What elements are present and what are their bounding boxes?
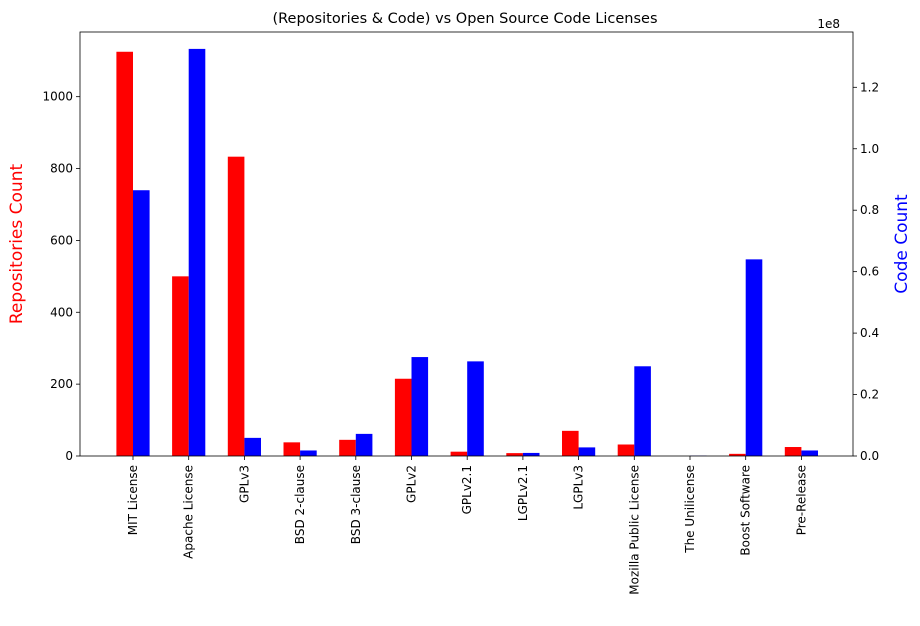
bar-repositories-2 [227, 156, 245, 456]
bar-code-1 [188, 48, 206, 456]
bar-repositories-11 [729, 453, 746, 456]
bar-code-11 [745, 259, 763, 456]
axes-group: MIT License Apache License GPLv3 BSD 2-clau… [42, 31, 879, 595]
x-tick-label: LGPLv3 [572, 465, 586, 510]
left-axis-label: Repositories Count [7, 164, 27, 325]
x-tick-label: GPLv3 [237, 465, 251, 503]
bar-repositories-12 [784, 447, 802, 456]
bar-repositories-6 [450, 451, 468, 456]
x-tick-label: Pre-Release [794, 465, 808, 535]
x-tick-label: GPLv2 [405, 465, 419, 503]
bar-repositories-9 [617, 444, 635, 456]
bar-code-4 [355, 433, 373, 456]
bar-repositories-7 [506, 453, 523, 456]
x-tick-label: BSD 2-clause [293, 465, 307, 544]
x-tick-label: MIT License [126, 465, 140, 535]
x-tick-label: LGPLv2.1 [516, 465, 530, 521]
bar-code-12 [801, 450, 818, 456]
y-left-tick-label: 0 [65, 449, 73, 463]
bar-code-3 [300, 450, 317, 456]
bar-code-2 [244, 437, 261, 456]
y-right-tick-label: 0.2 [860, 388, 879, 402]
bar-repositories-3 [283, 442, 301, 456]
x-tick-label: BSD 3-clause [349, 465, 363, 544]
bars-group [116, 48, 818, 457]
x-tick-label: Mozilla Public License [627, 465, 641, 595]
y-right-tick-label: 0.4 [860, 326, 879, 340]
bar-code-7 [522, 452, 540, 456]
y-right-tick-label: 0.8 [860, 203, 879, 217]
y-left-tick-label: 800 [50, 162, 73, 176]
bar-code-5 [411, 357, 429, 456]
bar-code-6 [467, 361, 484, 456]
bar-repositories-5 [394, 378, 412, 456]
x-tick-label: GPLv2.1 [460, 465, 474, 514]
x-tick-label: Apache License [182, 465, 196, 559]
bar-code-0 [133, 190, 150, 457]
bar-code-9 [634, 366, 651, 456]
plot-frame [79, 31, 854, 457]
y-right-tick-label: 0.0 [860, 449, 879, 463]
bar-repositories-0 [116, 51, 133, 457]
y-left-tick-label: 1000 [42, 90, 73, 104]
y-right-tick-label: 0.6 [860, 265, 879, 279]
y-right-tick-label: 1.0 [860, 142, 879, 156]
y-right-tick-label: 1.2 [860, 80, 879, 94]
right-axis-offset-label: 1e8 [817, 17, 840, 31]
right-axis-label: Code Count [892, 194, 912, 294]
y-left-tick-label: 400 [50, 305, 73, 319]
chart-title: (Repositories & Code) vs Open Source Cod… [272, 11, 657, 27]
y-left-tick-label: 600 [50, 233, 73, 247]
x-tick-label: The Unilicense [683, 465, 697, 554]
bar-repositories-1 [172, 276, 189, 456]
bar-repositories-4 [339, 439, 356, 456]
bar-repositories-8 [562, 430, 579, 456]
bar-code-8 [578, 447, 596, 456]
y-left-tick-label: 200 [50, 377, 73, 391]
x-tick-label: Boost Software [739, 465, 753, 556]
